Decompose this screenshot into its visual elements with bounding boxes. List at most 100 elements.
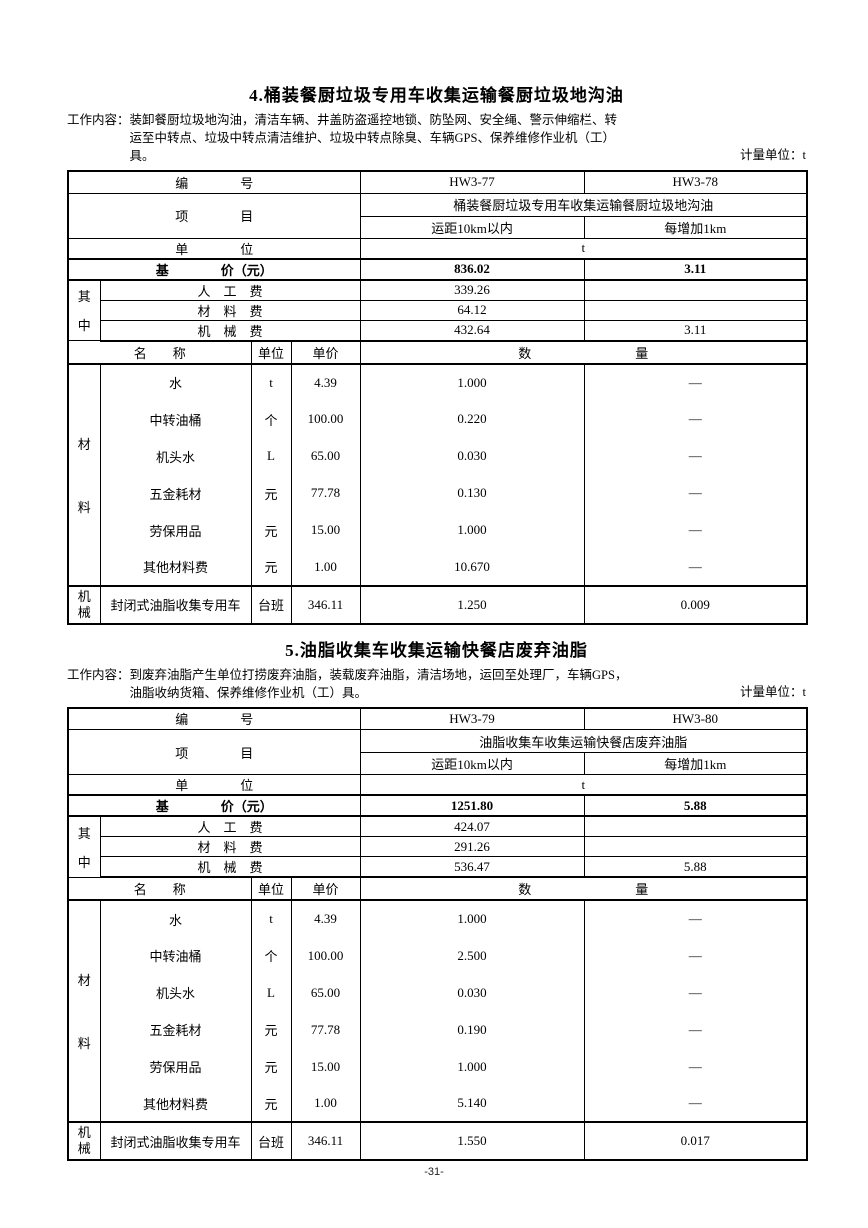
material-unit-cell: t (250, 363, 292, 401)
material-name-cell: 其他材料费 (99, 1085, 252, 1122)
work-content-label: 工作内容： (67, 667, 130, 682)
cost-label-cell: 机 械 费 (99, 319, 361, 342)
among-char: 其 (77, 289, 91, 305)
material-qty-cell: 1.000 (359, 900, 585, 937)
material-qty-cell: — (583, 400, 808, 438)
material-qty-cell: — (583, 1011, 808, 1048)
material-group-char: 料 (77, 499, 91, 515)
unit-value-cell: t (359, 237, 808, 260)
material-price-cell: 1.00 (290, 1085, 361, 1122)
material-price-cell: 15.00 (290, 1048, 361, 1085)
unit-note: 计量单位：t (740, 148, 806, 162)
base-price-value-cell: 5.88 (583, 794, 808, 817)
item-distance-row: 运距10km以内 每增加1km (68, 752, 808, 775)
base-price-label-cell: 基 价（元） (67, 794, 361, 817)
material-unit-cell: t (250, 900, 292, 937)
material-qty-cell: — (583, 974, 808, 1011)
machine-row: 机 械 封闭式油脂收集专用车 台班 346.11 1.250 0.009 (67, 584, 808, 624)
code-value-cell: HW3-79 (359, 707, 585, 730)
material-unit-cell: 元 (250, 1048, 292, 1085)
material-qty-cell: 0.220 (359, 400, 585, 438)
machine-group-char: 械 (77, 604, 91, 620)
machine-group-char: 机 (77, 588, 91, 604)
unit-row: 单 位 t (67, 774, 808, 796)
code-value-cell: HW3-80 (583, 707, 808, 730)
code-label-cell: 编 号 (67, 170, 361, 194)
material-group-char: 材 (77, 973, 91, 988)
cost-value-cell (583, 815, 808, 837)
cost-value-cell: 339.26 (359, 279, 585, 301)
material-unit-cell: 元 (250, 1011, 292, 1048)
material-row: 劳保用品 元 15.00 1.000 — (68, 1048, 808, 1085)
section-title: 5.油脂收集车收集运输快餐店废弃油脂 (285, 640, 588, 660)
material-price-cell: 65.00 (290, 974, 361, 1011)
material-name-cell: 五金耗材 (99, 474, 252, 512)
material-row: 材 料 水 t 4.39 1.000 — (67, 900, 808, 1122)
material-qty-cell: 0.030 (359, 974, 585, 1011)
unit-note: 计量单位：t (740, 684, 806, 699)
among-char: 其 (77, 825, 91, 841)
cost-label-cell: 材 料 费 (99, 299, 361, 321)
cost-value-cell: 424.07 (359, 815, 585, 837)
material-row: 五金耗材 元 77.78 0.130 — (68, 474, 808, 512)
code-row: 编 号 HW3-79 HW3-80 (67, 707, 808, 730)
item-name-cell: 桶装餐厨垃圾专用车收集运输餐厨垃圾地沟油 (359, 192, 808, 217)
material-group-char: 材 (77, 436, 91, 452)
material-name-cell: 五金耗材 (99, 1011, 252, 1048)
item-name-row: 项 目 油脂收集车收集运输快餐店废弃油脂 (67, 729, 808, 775)
material-price-cell: 77.78 (290, 474, 361, 512)
material-unit-cell: 个 (250, 937, 292, 974)
material-unit-cell: 个 (250, 400, 292, 438)
base-price-row: 基 价（元） 836.02 3.11 (67, 258, 808, 281)
code-value-cell: HW3-77 (359, 170, 585, 194)
material-price-cell: 15.00 (290, 511, 361, 549)
material-price-cell: 100.00 (290, 937, 361, 974)
work-content-block: 工作内容： 装卸餐厨垃圾地沟油，清洁车辆、井盖防盗遥控地锁、防坠网、安全绳、警示… (67, 111, 806, 165)
detail-header-unit: 单位 (250, 876, 292, 901)
machine-price-cell: 346.11 (290, 1121, 361, 1161)
material-name-cell: 劳保用品 (99, 1048, 252, 1085)
detail-header-qty: 数 量 (359, 340, 808, 365)
machine-group-char: 机 (77, 1125, 91, 1140)
machine-group-label-cell: 机 械 (67, 584, 101, 624)
machine-qty-cell: 1.250 (359, 584, 585, 624)
material-unit-cell: L (250, 974, 292, 1011)
material-qty-cell: — (583, 1048, 808, 1085)
quota-table-hw3-79-80: 编 号 HW3-79 HW3-80 项 目 油脂收集车收集运输快餐店废弃油脂 运… (67, 706, 809, 1161)
material-price-cell: 65.00 (290, 437, 361, 475)
cost-value-cell: 5.88 (583, 856, 808, 878)
material-qty-cell: 1.000 (359, 1048, 585, 1085)
base-price-value-cell: 3.11 (583, 258, 808, 281)
material-name-cell: 水 (99, 363, 252, 401)
work-content-text: 装卸餐厨垃圾地沟油，清洁车辆、井盖防盗遥控地锁、防坠网、安全绳、警示伸缩栏、转 … (129, 113, 618, 163)
detail-header-price: 单价 (290, 340, 361, 365)
detail-header-name: 名 称 (67, 876, 252, 901)
material-unit-cell: L (250, 437, 292, 475)
material-qty-cell: 10.670 (359, 548, 585, 586)
among-label-cell: 其 中 (67, 815, 101, 878)
section-title: 4.桶装餐厨垃圾专用车收集运输餐厨垃圾地沟油 (249, 86, 624, 105)
material-qty-cell: — (583, 1085, 808, 1122)
distance-cell: 运距10km以内 (359, 752, 585, 775)
machine-unit-cell: 台班 (250, 584, 292, 624)
material-qty-cell: 0.190 (359, 1011, 585, 1048)
material-row: 劳保用品 元 15.00 1.000 — (68, 511, 808, 549)
material-row: 材 料 水 t 4.39 1.000 — (67, 363, 808, 586)
material-row: 中转油桶 个 100.00 0.220 — (68, 400, 808, 438)
machine-qty-cell: 0.009 (583, 584, 808, 624)
cost-label-cell: 人 工 费 (99, 279, 361, 301)
material-qty-cell: 1.000 (359, 511, 585, 549)
among-char: 中 (77, 854, 91, 870)
material-row: 机头水 L 65.00 0.030 — (68, 437, 808, 475)
machine-price-cell: 346.11 (290, 584, 361, 624)
material-qty-cell: 0.030 (359, 437, 585, 475)
material-row: 其他材料费 元 1.00 5.140 — (68, 1085, 808, 1122)
cost-value-cell (583, 836, 808, 857)
material-name-cell: 机头水 (99, 974, 252, 1011)
machine-unit-cell: 台班 (250, 1121, 292, 1161)
unit-label-cell: 单 位 (67, 774, 361, 796)
code-label-cell: 编 号 (67, 707, 361, 730)
detail-header-row: 名 称 单位 单价 数 量 (67, 340, 808, 365)
machine-qty-cell: 0.017 (583, 1121, 808, 1161)
section-5: 5.油脂收集车收集运输快餐店废弃油脂 工作内容： 到废弃油脂产生单位打捞废弃油脂… (67, 640, 809, 1161)
